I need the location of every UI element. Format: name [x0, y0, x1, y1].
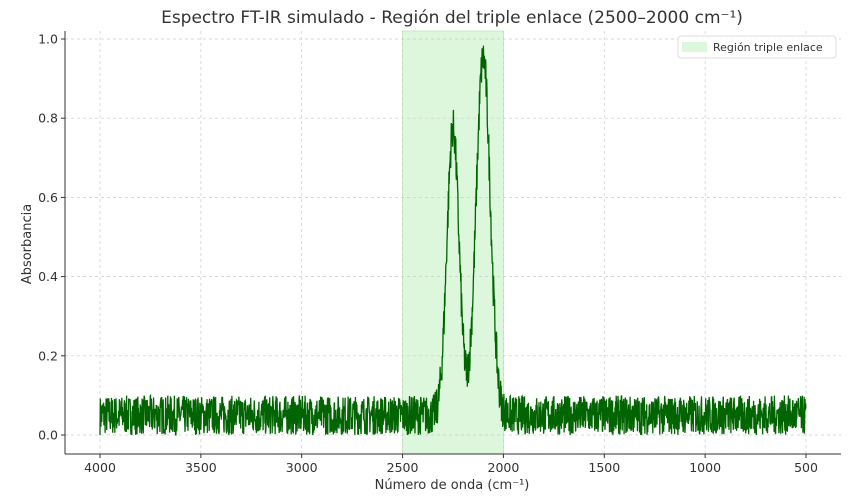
- y-tick-label: 0.8: [38, 111, 58, 126]
- y-tick-label: 0.4: [38, 269, 58, 284]
- x-tick-label: 3500: [185, 460, 217, 475]
- axes: 4000 3500 3000 2500 2000 1500 1000 500 0.0 0.2 0.4…: [38, 31, 841, 475]
- legend-box: [677, 35, 837, 59]
- chart-title: Espectro FT-IR simulado - Región del tri…: [161, 8, 743, 28]
- x-tick-label: 2500: [387, 460, 419, 475]
- y-axis-label: Absorbancia: [20, 204, 35, 284]
- y-tick-label: 0.2: [38, 348, 58, 363]
- y-tick-label: 0.0: [38, 428, 58, 443]
- y-tick-label: 0.6: [38, 190, 58, 205]
- y-tick-label: 1.0: [38, 32, 58, 47]
- plot-area: [65, 30, 841, 455]
- x-tick-label: 1500: [588, 460, 620, 475]
- x-tick-label: 2000: [488, 460, 520, 475]
- x-tick-label: 500: [794, 460, 818, 475]
- x-tick-label: 4000: [84, 460, 116, 475]
- shaded-region: [402, 30, 504, 455]
- legend-label: Región triple enlace: [713, 41, 823, 54]
- x-axis-label: Número de onda (cm⁻¹): [375, 478, 530, 493]
- legend: Región triple enlace: [677, 35, 837, 59]
- x-tick-label: 3000: [286, 460, 318, 475]
- spectrum-line: [99, 45, 807, 436]
- legend-swatch: [682, 42, 707, 52]
- x-tick-label: 1000: [689, 460, 721, 475]
